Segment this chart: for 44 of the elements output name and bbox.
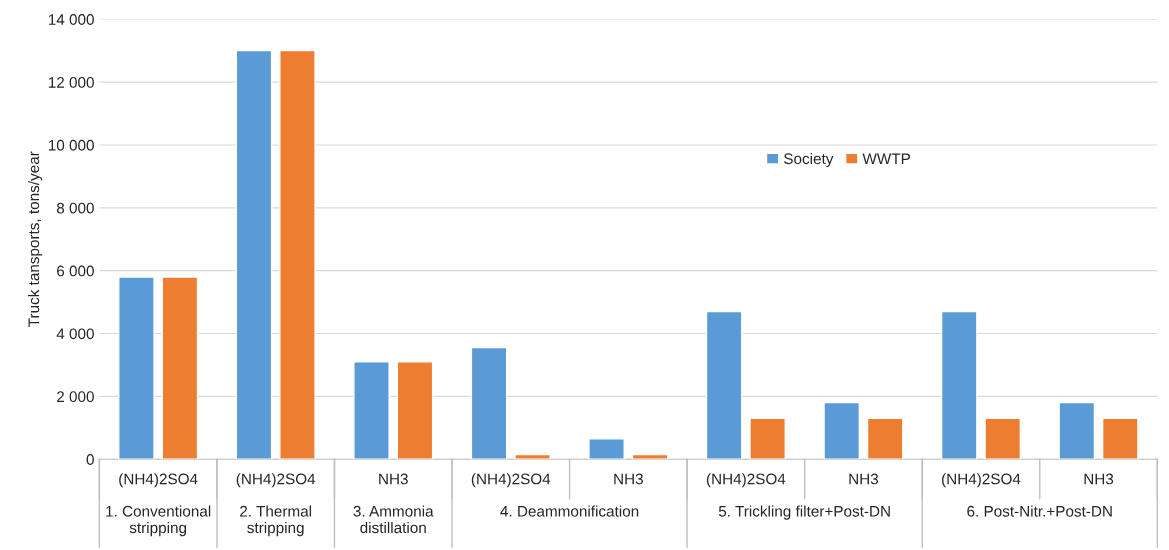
bar xyxy=(118,276,155,460)
text: 1. Conventional stripping xyxy=(106,505,211,537)
bar xyxy=(514,453,551,460)
bar xyxy=(1101,417,1139,460)
y-tick-label: 10 000 xyxy=(48,139,94,151)
x-tick-label: NH3 xyxy=(849,473,879,485)
x-tick-label: (NH4)2SO4 xyxy=(236,473,316,488)
bar xyxy=(353,361,390,460)
y-tick-label: 12 000 xyxy=(48,76,94,88)
text: 5. Trickling filter+Post-DN xyxy=(718,505,890,520)
y-tick-label: 6 000 xyxy=(57,265,94,277)
bar xyxy=(470,346,508,460)
bar xyxy=(161,276,199,460)
bar xyxy=(631,453,669,460)
y-tick-label: 8 000 xyxy=(56,202,94,214)
y-axis-title: Truck tansports, tons/year xyxy=(27,151,43,327)
y-tick-label: 2 000 xyxy=(57,391,94,403)
legend-label: Society xyxy=(784,152,834,168)
bar xyxy=(235,49,273,460)
text: 2. Thermal stripping xyxy=(240,505,312,537)
y-tick-label: 0 xyxy=(86,454,94,465)
text: 6. Post-Nitr.+Post-DN xyxy=(967,505,1112,517)
x-tick-label: NH3 xyxy=(379,473,408,485)
x-tick-label: (NH4)2SO4 xyxy=(942,473,1021,488)
bar xyxy=(749,417,786,460)
bar xyxy=(705,310,743,460)
bar xyxy=(588,438,625,460)
bar xyxy=(1058,401,1096,460)
x-tick-label: NH3 xyxy=(614,473,643,485)
x-tick-label: (NH4)2SO4 xyxy=(471,473,551,488)
x-tick-label: (NH4)2SO4 xyxy=(706,473,786,488)
bar xyxy=(940,310,978,460)
x-tick-label: (NH4)2SO4 xyxy=(119,473,198,488)
bar xyxy=(984,417,1022,460)
y-tick-label: 4 000 xyxy=(56,328,94,340)
text: 3. Ammonia distillation xyxy=(353,505,434,534)
text: 4. Deammonification xyxy=(500,505,639,517)
bar xyxy=(279,49,316,460)
bar xyxy=(396,361,434,460)
x-tick-label: NH3 xyxy=(1084,473,1114,485)
bar xyxy=(823,401,861,460)
bar xyxy=(866,417,904,460)
legend-label: WWTP xyxy=(862,153,910,164)
y-tick-label: 14 000 xyxy=(48,14,94,25)
